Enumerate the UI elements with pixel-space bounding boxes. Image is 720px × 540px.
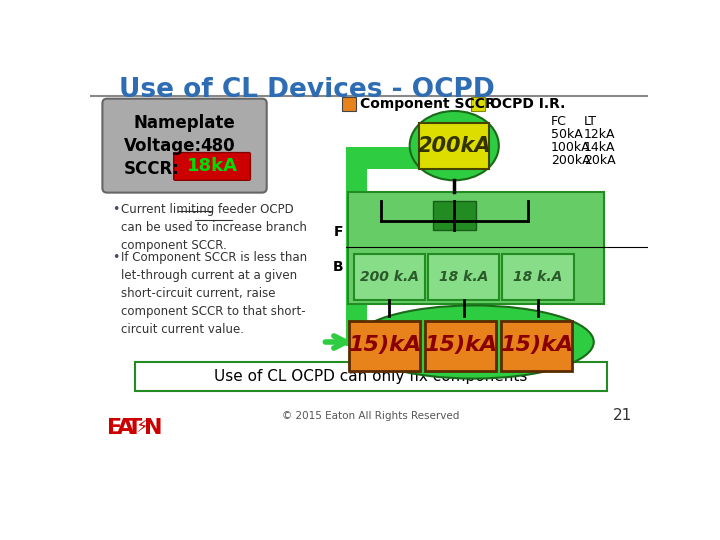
- FancyBboxPatch shape: [419, 123, 489, 168]
- Text: 15)kA: 15)kA: [348, 335, 421, 355]
- Ellipse shape: [354, 306, 594, 379]
- Text: © 2015 Eaton All Rights Reserved: © 2015 Eaton All Rights Reserved: [282, 411, 459, 421]
- Text: OCPD I.R.: OCPD I.R.: [490, 97, 565, 111]
- Text: Use of CL OCPD can only fix components: Use of CL OCPD can only fix components: [214, 369, 527, 384]
- Text: LT: LT: [584, 115, 597, 128]
- Text: 20kA: 20kA: [584, 154, 616, 167]
- Text: 15)kA: 15)kA: [424, 335, 497, 355]
- Text: Nameplate: Nameplate: [134, 114, 235, 132]
- Text: FC: FC: [551, 115, 567, 128]
- Text: 480: 480: [200, 137, 235, 155]
- FancyBboxPatch shape: [500, 321, 572, 372]
- Text: Use of CL Devices - OCPD: Use of CL Devices - OCPD: [120, 77, 495, 103]
- FancyBboxPatch shape: [348, 192, 604, 303]
- Text: 100kA: 100kA: [551, 141, 590, 154]
- Text: N: N: [144, 418, 163, 438]
- FancyBboxPatch shape: [503, 254, 574, 300]
- Text: 200 k.A: 200 k.A: [360, 271, 418, 285]
- FancyBboxPatch shape: [102, 99, 266, 193]
- Text: 18kA: 18kA: [187, 157, 238, 174]
- Ellipse shape: [410, 111, 499, 180]
- FancyBboxPatch shape: [174, 153, 251, 180]
- FancyBboxPatch shape: [346, 147, 438, 168]
- Text: 14kA: 14kA: [584, 141, 615, 154]
- Text: 200kA: 200kA: [551, 154, 590, 167]
- Text: 18 k.A: 18 k.A: [439, 271, 488, 285]
- Text: F: F: [334, 225, 343, 239]
- Text: 12kA: 12kA: [584, 128, 615, 141]
- Text: 21: 21: [613, 408, 632, 423]
- Text: Component SCCR: Component SCCR: [361, 97, 496, 111]
- Text: Voltage:: Voltage:: [124, 137, 202, 155]
- Text: ⚡: ⚡: [136, 419, 148, 437]
- FancyBboxPatch shape: [342, 97, 356, 111]
- Text: T: T: [127, 418, 143, 438]
- FancyBboxPatch shape: [346, 153, 367, 346]
- FancyBboxPatch shape: [428, 254, 499, 300]
- FancyBboxPatch shape: [425, 321, 496, 372]
- Text: 200kA: 200kA: [418, 136, 491, 156]
- Text: B: B: [333, 260, 343, 274]
- FancyBboxPatch shape: [135, 362, 607, 392]
- Text: SCCR:: SCCR:: [124, 160, 180, 178]
- FancyBboxPatch shape: [354, 254, 425, 300]
- Text: •: •: [112, 251, 119, 264]
- Text: •: •: [112, 204, 119, 217]
- Text: Current limiting feeder OCPD
can be used to increase branch
component SCCR.: Current limiting feeder OCPD can be used…: [121, 204, 307, 252]
- FancyBboxPatch shape: [349, 321, 420, 372]
- Text: 15)kA: 15)kA: [500, 335, 573, 355]
- Text: A: A: [117, 418, 135, 438]
- FancyBboxPatch shape: [433, 201, 476, 231]
- Text: E: E: [107, 418, 122, 438]
- Text: 18 k.A: 18 k.A: [513, 271, 562, 285]
- FancyBboxPatch shape: [472, 97, 485, 111]
- Text: If Component SCCR is less than
let-through current at a given
short-circuit curr: If Component SCCR is less than let-throu…: [121, 251, 307, 336]
- Text: 50kA: 50kA: [551, 128, 583, 141]
